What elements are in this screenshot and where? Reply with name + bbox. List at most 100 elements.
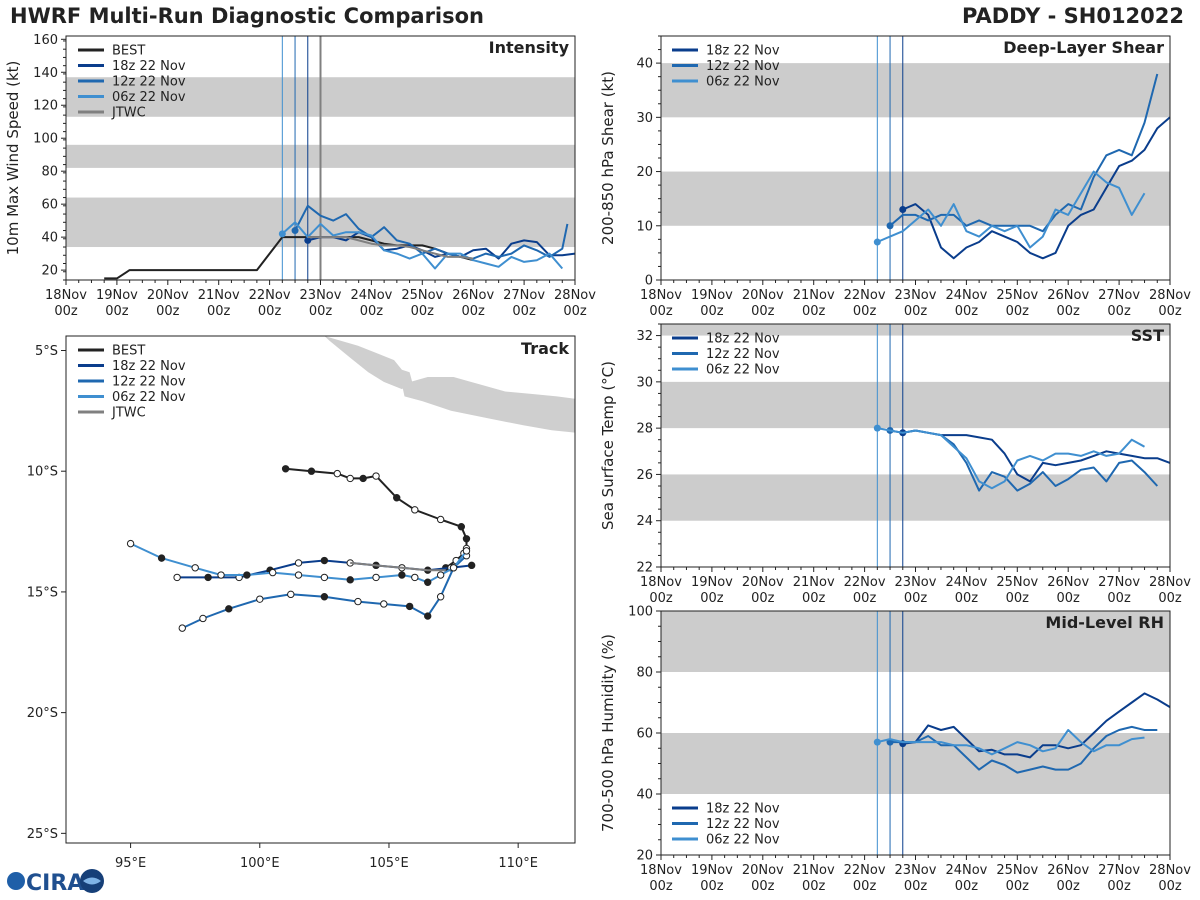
shear-start-point-run12z — [886, 222, 894, 230]
logo-text: CIRA — [26, 871, 84, 896]
track-point-best — [462, 535, 471, 543]
track-point-run12z — [405, 602, 414, 611]
track-point-best — [346, 474, 354, 483]
shear-xtick-sublabel-4: 00z — [853, 304, 877, 319]
shear-chart: 01020304018Nov00z19Nov00z20Nov00z21Nov00… — [599, 35, 1191, 319]
rh-xtick-label-9: 27Nov — [1098, 863, 1140, 878]
shear-start-point-run06z — [873, 238, 881, 246]
track-lat-label-4: 25°S — [27, 827, 58, 842]
sst-xtick-sublabel-0: 00z — [649, 591, 673, 606]
intensity-xtick-label-0: 18Nov — [45, 288, 87, 303]
rh-ytick-label-0: 20 — [636, 849, 653, 864]
intensity-xtick-label-4: 22Nov — [249, 288, 291, 303]
intensity-legend-label-1: 18z 22 Nov — [112, 59, 186, 74]
cira-logo: CIRA — [6, 866, 106, 896]
rh-start-point-run06z — [873, 738, 881, 746]
rh-xtick-label-6: 24Nov — [945, 863, 987, 878]
track-point-run06z — [398, 571, 406, 579]
sst-xtick-label-1: 19Nov — [691, 575, 733, 590]
track-legend-label-1: 18z 22 Nov — [112, 359, 186, 374]
intensity-xtick-label-3: 21Nov — [198, 288, 240, 303]
track-point-run12z — [178, 624, 186, 632]
shear-band-1 — [661, 63, 1170, 118]
rh-xtick-label-0: 18Nov — [640, 863, 682, 878]
track-point-run18z — [204, 573, 212, 582]
sst-panel-title: SST — [1131, 326, 1164, 345]
track-point-run12z — [199, 614, 207, 623]
rh-xtick-sublabel-5: 00z — [904, 879, 928, 894]
track-point-run12z — [354, 597, 362, 606]
sst-xtick-label-8: 26Nov — [1047, 575, 1089, 590]
rh-chart: 2040608010018Nov00z19Nov00z20Nov00z21Nov… — [599, 605, 1191, 895]
track-legend-label-3: 06z 22 Nov — [112, 390, 186, 405]
intensity-ytick-label-7: 160 — [33, 33, 58, 48]
intensity-ytick-label-0: 20 — [41, 264, 58, 279]
track-series-run12z — [181, 554, 468, 630]
sst-xtick-sublabel-1: 00z — [700, 591, 724, 606]
sst-xtick-label-10: 28Nov — [1149, 575, 1191, 590]
track-lat-label-0: 5°S — [35, 344, 58, 359]
track-point-run12z — [287, 590, 295, 599]
track-point-run06z — [191, 564, 199, 572]
track-point-run06z — [126, 539, 135, 548]
track-lat-label-2: 15°S — [27, 585, 58, 600]
rh-panel-title: Mid-Level RH — [1045, 613, 1164, 632]
track-point-best — [457, 523, 466, 531]
sst-xtick-label-0: 18Nov — [640, 575, 682, 590]
sst-band-0 — [661, 474, 1170, 521]
track-point-best — [436, 515, 445, 524]
sst-legend-label-1: 12z 22 Nov — [706, 347, 780, 362]
intensity-series-jtwc — [307, 236, 474, 260]
shear-xtick-sublabel-5: 00z — [904, 304, 928, 319]
rh-xtick-label-5: 23Nov — [895, 863, 937, 878]
track-point-best — [411, 506, 419, 514]
intensity-ytick-label-6: 140 — [33, 66, 58, 81]
shear-legend-label-2: 06z 22 Nov — [706, 75, 780, 90]
intensity-xtick-sublabel-7: 00z — [411, 304, 435, 319]
intensity-xtick-label-8: 26Nov — [452, 288, 494, 303]
track-point-run06z — [411, 573, 419, 582]
rh-legend-label-2: 06z 22 Nov — [706, 833, 780, 848]
land-mass-1 — [401, 377, 575, 433]
intensity-ytick-label-4: 100 — [33, 132, 58, 147]
intensity-xtick-sublabel-6: 00z — [360, 304, 384, 319]
rh-series-run06z — [877, 729, 1145, 756]
sst-ytick-label-1: 24 — [636, 514, 653, 529]
sst-xtick-label-7: 25Nov — [996, 575, 1038, 590]
intensity-ytick-label-5: 120 — [33, 99, 58, 114]
shear-xtick-sublabel-2: 00z — [751, 304, 775, 319]
intensity-ytick-label-3: 80 — [41, 165, 58, 180]
globe-icon — [7, 872, 25, 890]
intensity-series-run06z — [281, 221, 564, 270]
track-point-best — [393, 494, 401, 502]
intensity-xtick-sublabel-9: 00z — [512, 304, 536, 319]
sst-xtick-label-5: 23Nov — [895, 575, 937, 590]
intensity-xtick-sublabel-1: 00z — [105, 304, 129, 319]
rh-xtick-label-7: 25Nov — [996, 863, 1038, 878]
sst-xtick-sublabel-10: 00z — [1158, 591, 1182, 606]
intensity-start-point-run18z — [304, 236, 312, 244]
rh-xtick-sublabel-6: 00z — [955, 879, 979, 894]
track-point-best — [372, 472, 380, 480]
sst-band-1 — [661, 381, 1170, 429]
track-lat-label-1: 10°S — [27, 465, 58, 480]
track-point-run06z — [243, 571, 251, 579]
rh-band-1 — [661, 611, 1170, 672]
rh-series-run12z — [890, 725, 1158, 774]
sst-xtick-sublabel-9: 00z — [1107, 591, 1131, 606]
intensity-xtick-label-1: 19Nov — [96, 288, 138, 303]
sst-xtick-sublabel-2: 00z — [751, 591, 775, 606]
rh-xtick-label-3: 21Nov — [793, 863, 835, 878]
storm-id: PADDY - SH012022 — [962, 4, 1184, 28]
rh-xtick-label-8: 26Nov — [1047, 863, 1089, 878]
track-point-run18z — [320, 556, 329, 565]
shear-xtick-sublabel-0: 00z — [649, 304, 673, 319]
shear-ytick-label-4: 40 — [636, 57, 653, 72]
intensity-xtick-label-5: 23Nov — [300, 288, 342, 303]
shear-xtick-sublabel-6: 00z — [955, 304, 979, 319]
rh-xtick-sublabel-10: 00z — [1158, 879, 1182, 894]
intensity-xtick-label-10: 28Nov — [554, 288, 596, 303]
rh-xtick-sublabel-7: 00z — [1006, 879, 1030, 894]
track-point-run06z — [346, 576, 354, 584]
shear-panel-title: Deep-Layer Shear — [1003, 38, 1164, 57]
